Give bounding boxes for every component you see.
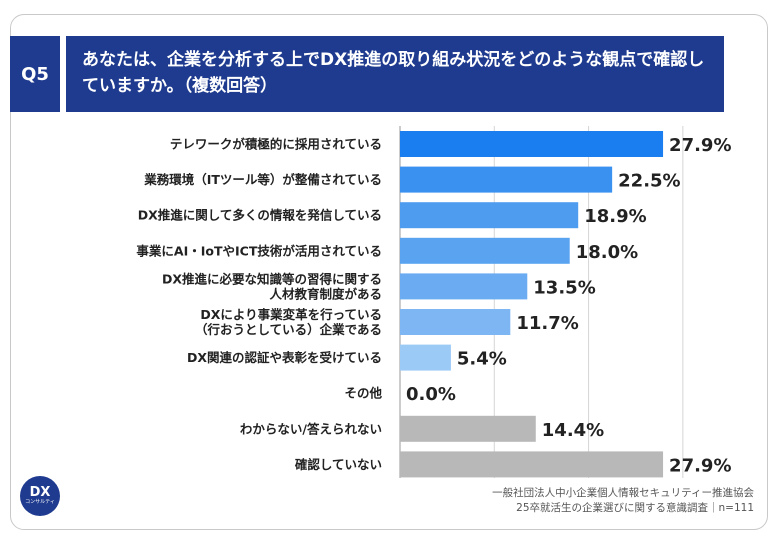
category-label: DXにより事業変革を行っている (200, 307, 382, 322)
bar (400, 344, 451, 371)
value-label: 18.0% (576, 242, 638, 263)
logo-subtext: コンサルティ (25, 499, 55, 505)
bar (400, 166, 613, 193)
question-badge: Q5 (10, 36, 60, 112)
value-label: 27.9% (669, 135, 731, 156)
category-label: 事業にAI・IoTやICT技術が活用されている (136, 243, 382, 258)
category-label: DX推進に必要な知識等の習得に関する (162, 271, 382, 286)
source-note: 一般社団法人中小企業個人情報セキュリティー推進協会 25卒就活生の企業選びに関す… (492, 486, 754, 516)
bar (400, 131, 664, 157)
category-label: テレワークが積極的に採用されている (170, 137, 382, 152)
dx-logo: DX コンサルティ (20, 476, 60, 516)
logo-mark: DX (29, 485, 51, 500)
category-label: その他 (344, 386, 382, 401)
bar (400, 273, 528, 300)
value-label: 22.5% (618, 171, 680, 192)
value-label: 13.5% (533, 277, 595, 298)
value-label: 0.0% (406, 384, 456, 405)
category-label: DX推進に関して多くの情報を発信している (138, 208, 382, 223)
value-label: 27.9% (669, 455, 731, 476)
category-label: DX関連の認証や表彰を受けている (187, 350, 382, 365)
category-label: （行おうとしている）企業である (195, 322, 382, 337)
bar (400, 451, 664, 478)
category-label: 確認していない (295, 457, 382, 472)
category-label: 業務環境（ITツール等）が整備されている (143, 172, 382, 187)
bar (400, 309, 511, 335)
value-label: 5.4% (457, 349, 507, 370)
value-label: 11.7% (516, 313, 578, 334)
bar (400, 202, 579, 229)
bar (400, 237, 570, 264)
value-label: 14.4% (542, 420, 604, 441)
source-organization: 一般社団法人中小企業個人情報セキュリティー推進協会 (492, 487, 754, 499)
category-label: 人材教育制度がある (269, 286, 382, 301)
category-label: わからない/答えられない (240, 421, 382, 436)
source-survey: 25卒就活生の企業選びに関する意識調査｜n=111 (516, 502, 754, 514)
value-label: 18.9% (584, 206, 646, 227)
bar (400, 415, 536, 442)
question-text: あなたは、企業を分析する上でDX推進の取り組み状況をどのような観点で確認していま… (66, 36, 724, 112)
